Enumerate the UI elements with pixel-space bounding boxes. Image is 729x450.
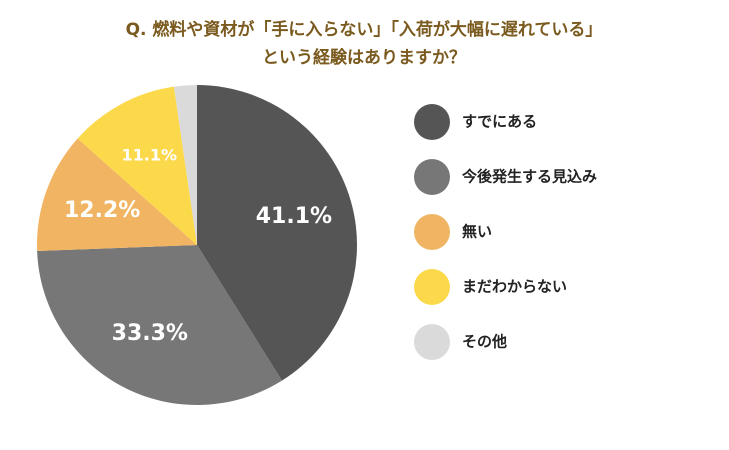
- value-label: 33.3%: [112, 321, 188, 346]
- pie-slice: [197, 85, 357, 381]
- legend-label: 今後発生する見込み: [461, 168, 597, 186]
- pie-slice: [37, 245, 282, 405]
- legend-label: 無い: [462, 223, 492, 241]
- chart-title: という経験はありますか？: [262, 47, 466, 68]
- legend-label: すでにある: [462, 113, 537, 131]
- legend-marker: [414, 214, 450, 250]
- legend-marker: [414, 159, 450, 195]
- legend-marker: [414, 324, 450, 360]
- legend-marker: [414, 269, 450, 305]
- pie-slice: [77, 86, 197, 246]
- value-label: 12.2%: [64, 198, 140, 223]
- value-label: 11.1%: [122, 146, 178, 165]
- chart-title: Q. 燃料や資材が「手に入らない」「入荷が大幅に遅れている」: [126, 19, 603, 40]
- pie-slice: [37, 138, 197, 252]
- value-label: 41.1%: [256, 204, 332, 229]
- legend-label: まだわからない: [462, 278, 567, 296]
- pie-slice: [173, 85, 197, 245]
- legend-marker: [414, 104, 450, 140]
- legend-label: その他: [462, 333, 507, 351]
